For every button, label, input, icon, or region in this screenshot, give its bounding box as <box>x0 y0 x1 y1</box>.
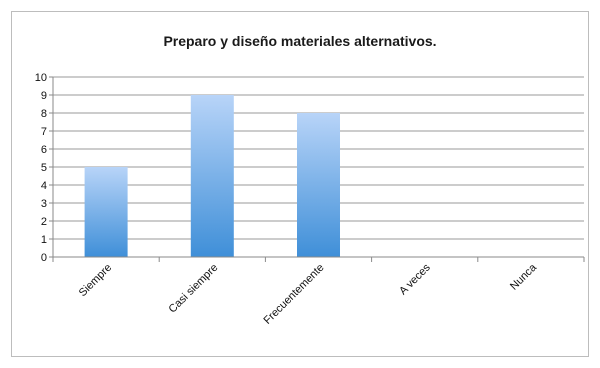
y-tick-label: 8 <box>41 108 47 120</box>
chart-title: Preparo y diseño materiales alternativos… <box>163 33 437 49</box>
y-tick-label: 10 <box>35 72 47 84</box>
y-tick-label: 7 <box>41 126 47 138</box>
y-axis-tick-labels: 0 1 2 3 4 5 6 7 8 9 10 <box>35 72 53 264</box>
y-tick-label: 9 <box>41 90 47 102</box>
y-tick-label: 3 <box>41 198 47 210</box>
axes <box>52 77 585 262</box>
y-tick-label: 6 <box>41 144 47 156</box>
y-tick-label: 0 <box>41 252 47 264</box>
x-tick-label: Siempre <box>77 262 114 299</box>
bar <box>190 95 234 257</box>
x-tick-label: A veces <box>397 261 433 297</box>
x-tick-label: Frecuentemente <box>261 262 326 327</box>
x-axis-category-labels: Siempre Casi siempre Frecuentemente A veces… <box>77 261 540 327</box>
y-tick-label: 1 <box>41 234 47 246</box>
bars <box>84 95 340 257</box>
x-tick-label: Casi siempre <box>167 262 221 316</box>
bar <box>297 113 340 257</box>
bar <box>84 167 128 257</box>
y-tick-label: 2 <box>41 216 47 228</box>
y-tick-label: 4 <box>41 180 47 192</box>
x-tick-label: Nunca <box>508 261 540 293</box>
y-tick-label: 5 <box>41 162 47 174</box>
